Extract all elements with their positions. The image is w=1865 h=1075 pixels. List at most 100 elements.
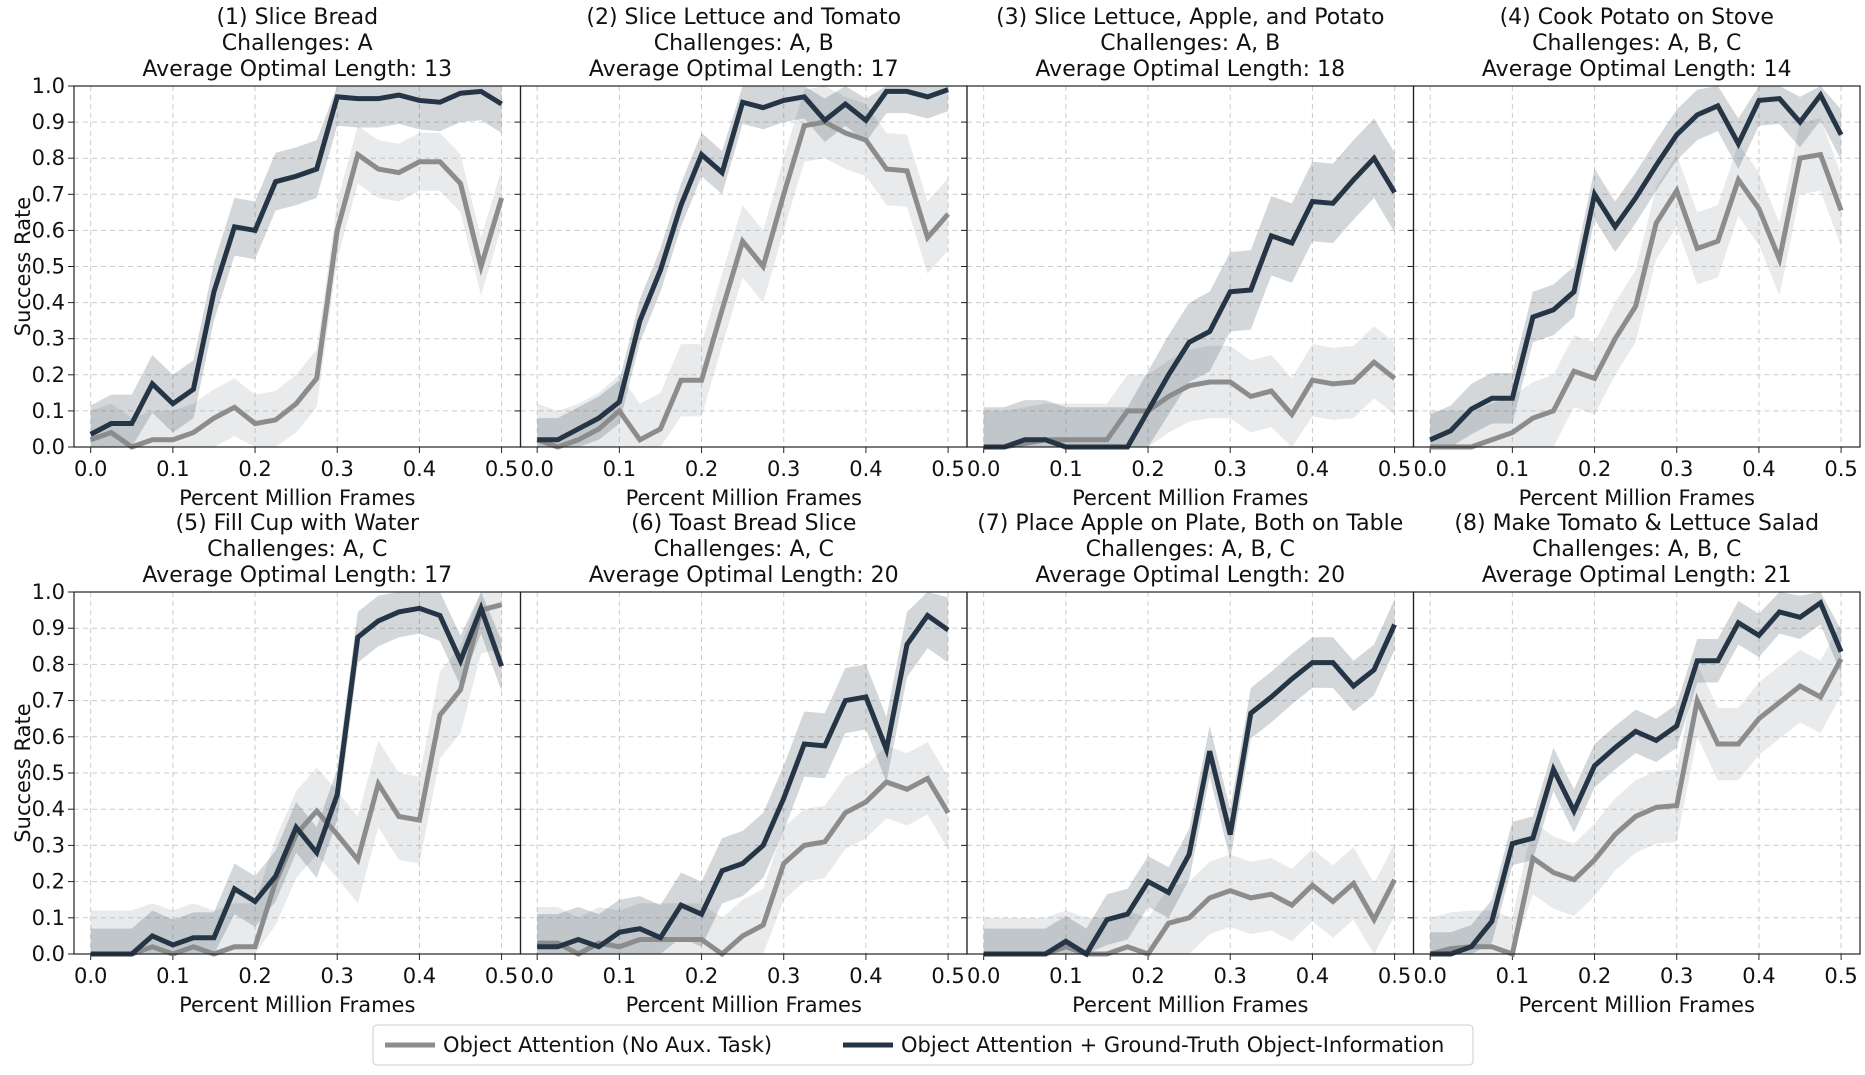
x-tick-label: 0.4 <box>1296 964 1329 988</box>
x-tick-label: 0.1 <box>1049 457 1082 481</box>
x-tick-label: 0.1 <box>156 964 189 988</box>
subplot-title: (5) Fill Cup with Water <box>175 511 419 536</box>
x-axis-label: Percent Million Frames <box>179 486 415 510</box>
x-tick-label: 0.5 <box>1378 964 1411 988</box>
x-tick-label: 0.1 <box>1049 964 1082 988</box>
subplot-challenges: Challenges: A, B, C <box>1086 537 1295 562</box>
y-tick-label: 0.2 <box>32 870 65 894</box>
subplot-optimal-length: Average Optimal Length: 17 <box>142 563 452 588</box>
x-tick-label: 0.4 <box>849 457 882 481</box>
confidence-band <box>537 86 949 447</box>
x-tick-label: 0.2 <box>685 457 718 481</box>
confidence-band <box>90 86 502 447</box>
subplot-optimal-length: Average Optimal Length: 13 <box>142 57 452 82</box>
legend-label: Object Attention + Ground-Truth Object-I… <box>901 1033 1444 1057</box>
x-tick-label: 0.0 <box>74 964 107 988</box>
confidence-band <box>1430 592 1842 954</box>
legend: Object Attention (No Aux. Task) Object At… <box>372 1024 1474 1066</box>
series-line-1 <box>90 602 503 957</box>
series-line-2 <box>537 87 949 443</box>
x-axis-label: Percent Million Frames <box>626 993 862 1017</box>
y-tick-label: 0.8 <box>32 146 65 170</box>
subplot-challenges: Challenges: A, C <box>654 537 834 562</box>
series-line-2 <box>1429 90 1844 443</box>
x-tick-label: 0.3 <box>1214 457 1247 481</box>
confidence-band <box>983 118 1395 448</box>
x-tick-label: 0.1 <box>1496 457 1529 481</box>
x-tick-label: 0.4 <box>849 964 882 988</box>
x-tick-label: 0.5 <box>485 964 518 988</box>
x-tick-label: 0.0 <box>967 457 1000 481</box>
subplot-challenges: Challenges: A, B, C <box>1532 31 1741 56</box>
subplot-optimal-length: Average Optimal Length: 21 <box>1482 563 1792 588</box>
x-axis-label: Percent Million Frames <box>1519 993 1755 1017</box>
y-tick-label: 0.1 <box>32 906 65 930</box>
x-tick-label: 0.5 <box>931 964 964 988</box>
y-tick-label: 0.1 <box>32 399 65 423</box>
x-tick-label: 0.1 <box>603 964 636 988</box>
x-tick-label: 0.1 <box>1496 964 1529 988</box>
series-line-2 <box>983 154 1397 450</box>
y-tick-label: 0.7 <box>32 182 65 206</box>
x-tick-label: 0.2 <box>238 457 271 481</box>
x-axis-label: Percent Million Frames <box>179 993 415 1017</box>
x-tick-label: 0.5 <box>1378 457 1411 481</box>
x-tick-label: 0.4 <box>1742 457 1775 481</box>
series-line-2 <box>983 623 1397 958</box>
x-tick-label: 0.3 <box>767 457 800 481</box>
y-tick-label: 0.6 <box>32 218 65 242</box>
x-tick-label: 0.5 <box>931 457 964 481</box>
y-tick-label: 0.4 <box>32 797 65 821</box>
x-tick-label: 0.0 <box>520 457 553 481</box>
confidence-band <box>983 599 1395 954</box>
series-line-2 <box>537 612 950 950</box>
y-tick-label: 0.3 <box>32 833 65 857</box>
x-tick-label: 0.3 <box>1660 964 1693 988</box>
x-tick-label: 0.2 <box>238 964 271 988</box>
subplot-title: (1) Slice Bread <box>216 5 378 30</box>
y-tick-label: 0.4 <box>32 291 65 315</box>
x-tick-label: 0.4 <box>403 457 436 481</box>
y-tick-label: 1.0 <box>32 74 65 98</box>
confidence-band <box>90 592 502 954</box>
series-line-2 <box>89 88 503 437</box>
x-tick-label: 0.4 <box>1742 964 1775 988</box>
subplot-challenges: Challenges: A, B, C <box>1532 537 1741 562</box>
subplot-title: (4) Cook Potato on Stove <box>1500 5 1774 30</box>
x-tick-label: 0.0 <box>967 964 1000 988</box>
x-tick-label: 0.5 <box>485 457 518 481</box>
series-line-1 <box>1430 151 1844 450</box>
x-tick-label: 0.4 <box>1296 457 1329 481</box>
y-tick-label: 0.9 <box>32 616 65 640</box>
y-tick-label: 0.0 <box>32 942 65 966</box>
x-axis-label: Percent Million Frames <box>1519 486 1755 510</box>
x-tick-label: 0.3 <box>1660 457 1693 481</box>
subplot-title: (7) Place Apple on Plate, Both on Table <box>977 511 1403 536</box>
subplot-optimal-length: Average Optimal Length: 20 <box>589 563 899 588</box>
y-tick-label: 1.0 <box>32 580 65 604</box>
x-tick-label: 0.3 <box>1214 964 1247 988</box>
y-axis-label: Success Rate <box>11 703 35 842</box>
subplot-title: (3) Slice Lettuce, Apple, and Potato <box>996 5 1384 30</box>
subplot-optimal-length: Average Optimal Length: 20 <box>1035 563 1345 588</box>
confidence-band <box>1430 622 1842 954</box>
subplot-7: (7) Place Apple on Plate, Both on TableC… <box>961 511 1415 1017</box>
series-line-1 <box>89 150 504 450</box>
subplot-challenges: Challenges: A, C <box>207 537 387 562</box>
y-tick-label: 0.5 <box>32 255 65 279</box>
x-tick-label: 0.0 <box>74 457 107 481</box>
y-tick-label: 0.7 <box>32 689 65 713</box>
axes-frame <box>1412 591 1861 955</box>
y-tick-label: 0.9 <box>32 110 65 134</box>
x-axis-label: Percent Million Frames <box>626 486 862 510</box>
confidence-band <box>537 86 949 447</box>
x-tick-label: 0.0 <box>520 964 553 988</box>
confidence-band <box>90 592 502 954</box>
subplot-title: (8) Make Tomato & Lettuce Salad <box>1454 511 1819 536</box>
y-tick-label: 0.0 <box>32 435 65 459</box>
x-tick-label: 0.0 <box>1413 457 1446 481</box>
